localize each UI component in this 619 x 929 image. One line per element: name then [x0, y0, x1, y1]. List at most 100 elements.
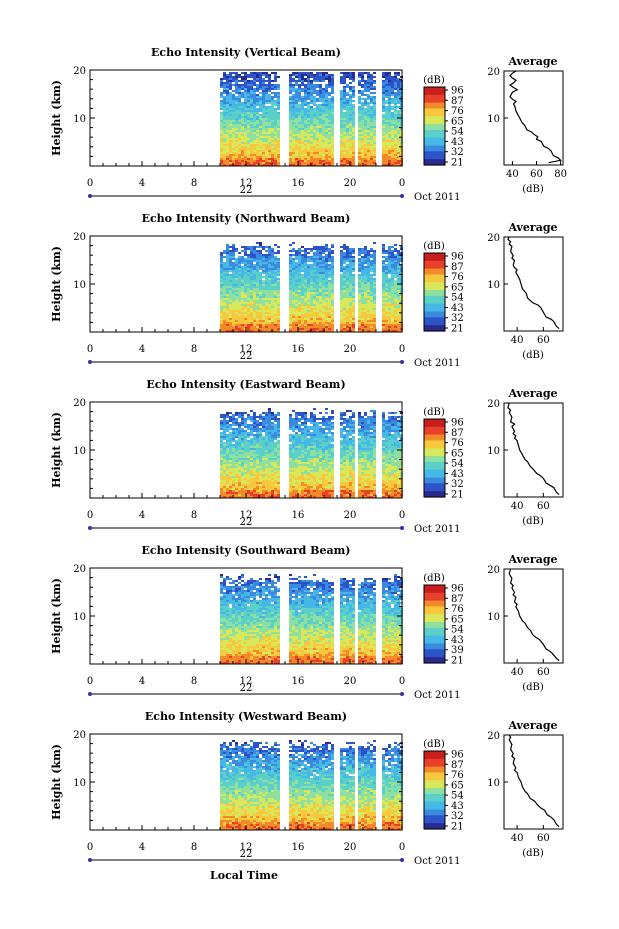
heatmap-cell [307, 288, 310, 290]
heatmap-cell [247, 304, 250, 306]
heatmap-cell [322, 96, 325, 98]
heatmap-cell [331, 116, 334, 118]
heatmap-cell [361, 130, 364, 132]
heatmap-cell [388, 106, 391, 108]
heatmap-cell [370, 288, 373, 290]
heatmap-cell [382, 244, 385, 246]
heatmap-cell [268, 86, 271, 88]
heatmap-cell [361, 258, 364, 260]
heatmap-cell [229, 418, 232, 420]
heatmap-cell [274, 326, 277, 328]
heatmap-cell [229, 106, 232, 108]
heatmap-cell [328, 324, 331, 326]
heatmap-cell [373, 260, 376, 262]
heatmap-cell [352, 304, 355, 306]
heatmap-cell [349, 248, 352, 250]
heatmap-cell [307, 272, 310, 274]
heatmap-cell [397, 114, 400, 116]
heatmap-cell [394, 302, 397, 304]
heatmap-cell [220, 120, 223, 122]
heatmap-cell [223, 288, 226, 290]
heatmap-cell [391, 136, 394, 138]
heatmap-cell [310, 286, 313, 288]
heatmap-cell [349, 284, 352, 286]
heatmap-cell [304, 144, 307, 146]
heatmap-cell [265, 270, 268, 272]
heatmap-cell [301, 268, 304, 270]
heatmap-cell [229, 78, 232, 80]
heatmap-cell [253, 158, 256, 160]
heatmap-cell [316, 160, 319, 162]
heatmap-cell [220, 140, 223, 142]
heatmap-cell [394, 290, 397, 292]
heatmap-cell [253, 164, 256, 166]
heatmap-cell [265, 290, 268, 292]
heatmap-cell [304, 86, 307, 88]
heatmap-cell [328, 82, 331, 84]
heatmap-cell [226, 428, 229, 430]
heatmap-cell [274, 282, 277, 284]
colorbar-segment [424, 305, 445, 309]
heatmap-cell [364, 80, 367, 82]
heatmap-cell [223, 416, 226, 418]
heatmap-cell [349, 280, 352, 282]
heatmap-cell [247, 108, 250, 110]
heatmap-cell [268, 256, 271, 258]
heatmap-cell [304, 330, 307, 332]
heatmap-cell [289, 154, 292, 156]
heatmap-cell [370, 160, 373, 162]
heatmap-cell [388, 128, 391, 130]
heatmap-cell [223, 126, 226, 128]
heatmap-cell [388, 248, 391, 250]
heatmap-cell [298, 74, 301, 76]
heatmap-cell [346, 330, 349, 332]
heatmap-cell [235, 116, 238, 118]
colorbar-segment [424, 276, 445, 279]
heatmap-cell [268, 126, 271, 128]
heatmap-cell [241, 282, 244, 284]
heatmap-cell [361, 264, 364, 266]
heatmap-cell [265, 320, 268, 322]
heatmap-cell [259, 96, 262, 98]
heatmap-cell [238, 256, 241, 258]
heatmap-cell [328, 152, 331, 154]
heatmap-cell [310, 88, 313, 90]
heatmap-cell [238, 314, 241, 316]
heatmap-cell [262, 254, 265, 256]
heatmap-cell [235, 290, 238, 292]
heatmap-cell [220, 480, 223, 482]
heatmap-cell [388, 82, 391, 84]
heatmap-cell [346, 164, 349, 166]
heatmap-cell [226, 494, 229, 496]
heatmap-cell [373, 268, 376, 270]
heatmap-cell [274, 162, 277, 164]
heatmap-cell [310, 138, 313, 140]
heatmap-cell [238, 260, 241, 262]
heatmap-cell [229, 470, 232, 472]
heatmap-cell [298, 252, 301, 254]
colorbar-segment [424, 124, 445, 127]
heatmap-cell [256, 274, 259, 276]
heatmap-cell [397, 106, 400, 108]
heatmap-cell [265, 150, 268, 152]
heatmap-cell [349, 144, 352, 146]
heatmap-cell [385, 258, 388, 260]
colorbar-segment [424, 129, 445, 133]
heatmap-cell [289, 76, 292, 78]
heatmap-cell [241, 126, 244, 128]
heatmap-cell [367, 88, 370, 90]
heatmap-cell [364, 134, 367, 136]
heatmap-cell [274, 134, 277, 136]
heatmap-cell [268, 290, 271, 292]
heatmap-cell [235, 142, 238, 144]
heatmap-cell [340, 320, 343, 322]
heatmap-cell [259, 246, 262, 248]
avg-x-tick-label: 40 [506, 169, 519, 180]
heatmap-cell [247, 272, 250, 274]
heatmap-cell [310, 298, 313, 300]
heatmap-cell [388, 74, 391, 76]
heatmap-cell [232, 248, 235, 250]
heatmap-cell [220, 422, 223, 424]
heatmap-cell [370, 118, 373, 120]
heatmap-cell [265, 152, 268, 154]
